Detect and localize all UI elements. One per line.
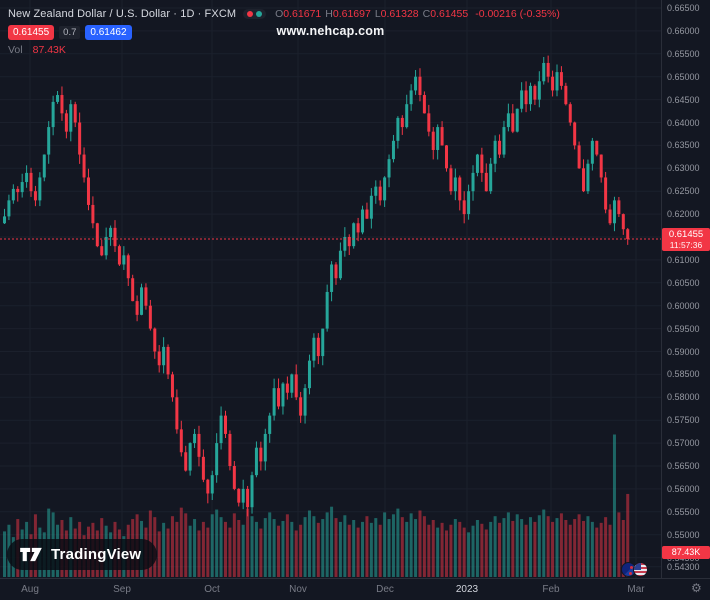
legend: New Zealand Dollar / U.S. Dollar · 1D · …	[8, 5, 560, 59]
close-value: 0.61455	[430, 8, 469, 20]
price-axis-label: 0.65000	[667, 71, 700, 82]
price-axis-label: 0.65500	[667, 48, 700, 59]
price-axis-label: 0.59000	[667, 346, 700, 357]
price-axis-label: 0.56500	[667, 461, 700, 471]
buy-sell-toggle[interactable]	[243, 9, 267, 19]
price-axis-label: 0.55000	[667, 529, 700, 540]
last-price-badge: 0.61455 11:57:36	[662, 228, 710, 252]
price-axis-label: 0.66000	[667, 25, 700, 36]
ohlc-values: O0.61671 H0.61697 L0.61328 C0.61455	[275, 8, 469, 20]
time-axis-label: Nov	[289, 584, 307, 595]
high-value: 0.61697	[332, 8, 371, 20]
candlestick-chart[interactable]	[0, 0, 661, 578]
volume-label: Vol	[8, 44, 23, 56]
time-axis-label: Mar	[627, 584, 645, 595]
bar-countdown: 11:57:36	[669, 240, 703, 251]
price-axis-label: 0.64500	[667, 94, 700, 105]
time-axis-label: Dec	[376, 584, 394, 595]
open-value: 0.61671	[283, 8, 322, 20]
low-value: 0.61328	[380, 8, 419, 20]
sell-dot-icon	[247, 11, 254, 17]
price-axis-label: 0.55500	[667, 506, 700, 517]
change-value: -0.00216 (-0.35%)	[475, 8, 560, 20]
chart-pane[interactable]: New Zealand Dollar / U.S. Dollar · 1D · …	[0, 0, 662, 578]
time-axis-label: 2023	[455, 584, 479, 595]
volume-badge: 87.43K	[662, 546, 710, 559]
volume-value: 87.43K	[32, 44, 66, 56]
symbol-title[interactable]: New Zealand Dollar / U.S. Dollar · 1D · …	[8, 8, 237, 20]
price-axis-label: 0.63500	[667, 140, 700, 151]
price-axis-label: 0.59500	[667, 323, 700, 334]
time-axis-label: Sep	[113, 584, 131, 595]
price-axis-label: 0.62500	[667, 186, 700, 197]
buy-dot-icon	[256, 11, 263, 17]
tradingview-logo-text: TradingView	[51, 546, 142, 563]
settings-gear-icon[interactable]: ⚙	[691, 581, 702, 595]
sell-price-button[interactable]: 0.61455	[8, 24, 55, 40]
price-axis-label: 0.64000	[667, 117, 700, 128]
price-axis-label: 0.66500	[667, 3, 700, 13]
buy-price-button[interactable]: 0.61462	[85, 24, 132, 40]
price-axis-label: 0.60500	[667, 277, 700, 288]
price-axis-label: 0.57500	[667, 415, 700, 426]
price-axis-label: 0.57000	[667, 438, 700, 449]
last-price-value: 0.61455	[668, 229, 704, 241]
time-axis-label: Oct	[204, 584, 220, 595]
time-axis[interactable]: Aug Sep Oct Nov Dec 2023 Feb Mar	[0, 578, 710, 600]
price-axis[interactable]: 0.61455 11:57:36 87.43K 0.66500 0.66000 0.…	[662, 0, 710, 578]
price-axis-label: 0.58500	[667, 369, 700, 380]
tradingview-logo[interactable]: TradingView	[7, 539, 158, 570]
watermark-text: www.nehcap.com	[276, 24, 385, 38]
usd-flag-icon	[633, 562, 648, 577]
time-axis-label: Aug	[21, 584, 39, 595]
price-axis-label: 0.54300	[667, 561, 700, 572]
time-axis-label: Feb	[542, 584, 560, 595]
price-axis-label: 0.60000	[667, 300, 700, 311]
currency-pair-flags	[621, 562, 649, 578]
spread-value: 0.7	[59, 25, 81, 39]
tradingview-logo-icon	[20, 547, 42, 562]
price-axis-label: 0.56000	[667, 483, 700, 494]
price-axis-label: 0.61000	[667, 254, 700, 265]
price-axis-label: 0.62000	[667, 209, 700, 220]
price-axis-label: 0.58000	[667, 392, 700, 403]
price-axis-label: 0.63000	[667, 163, 700, 174]
